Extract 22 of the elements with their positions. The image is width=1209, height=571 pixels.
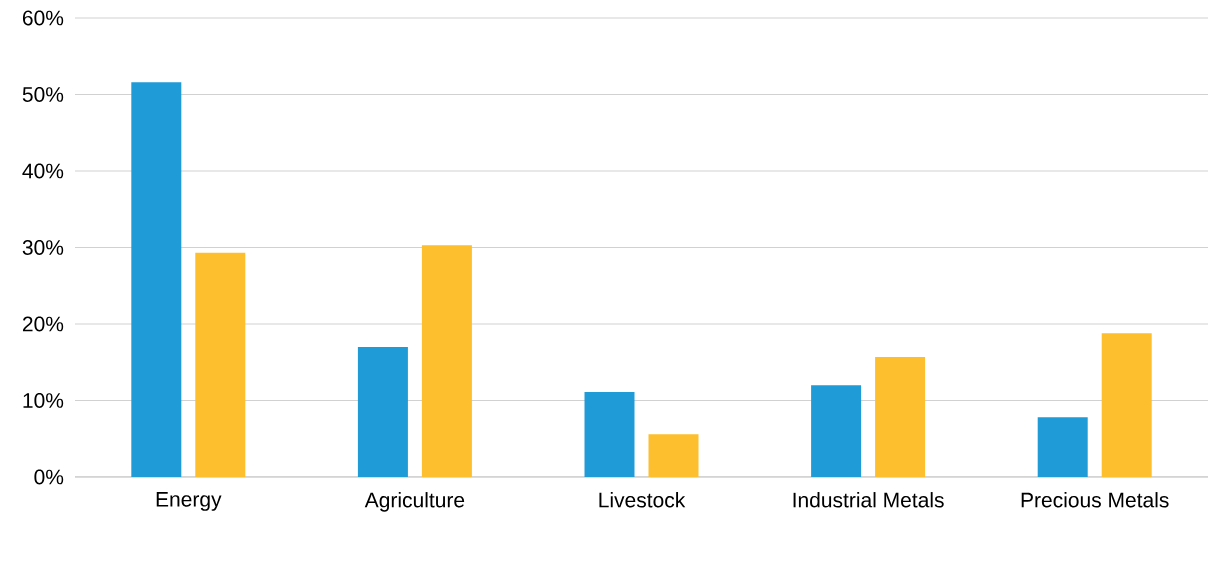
bar xyxy=(584,392,635,477)
bar xyxy=(1101,333,1152,477)
y-tick-label: 10% xyxy=(23,393,64,408)
x-tick-label: Precious Metals xyxy=(1021,492,1169,508)
bar xyxy=(875,356,926,477)
bar xyxy=(811,385,862,477)
bar xyxy=(1037,417,1088,477)
bar xyxy=(131,82,182,477)
y-tick-label: 30% xyxy=(22,240,64,255)
y-tick-label: 0% xyxy=(34,469,64,485)
y-tick-label: 20% xyxy=(22,316,64,332)
y-tick-label: 40% xyxy=(22,163,64,179)
x-tick-label: Agriculture xyxy=(364,492,465,512)
bar xyxy=(195,252,246,477)
y-tick-label: 60% xyxy=(22,10,64,26)
x-tick-label: Industrial Metals xyxy=(793,492,944,508)
y-tick-label: 50% xyxy=(22,87,64,102)
x-tick-label: Livestock xyxy=(599,492,686,508)
x-tick-label: Energy xyxy=(156,492,222,511)
bar xyxy=(648,434,699,477)
bar xyxy=(421,245,472,477)
bar xyxy=(357,346,408,477)
